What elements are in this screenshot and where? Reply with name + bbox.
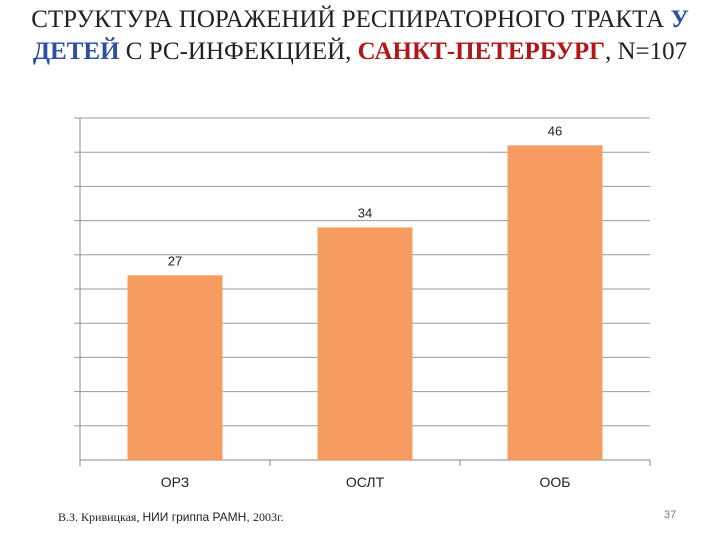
- source-org: НИИ гриппа РАМН,: [142, 510, 253, 524]
- title-part-1: СТРУКТУРА ПОРАЖЕНИЙ РЕСПИРАТОРНОГО ТРАКТ…: [31, 6, 671, 33]
- title-part-2: У ДЕТЕЙ: [32, 6, 689, 65]
- title-part-3: С РС-ИНФЕКЦИЕЙ,: [119, 38, 358, 65]
- slide-title: СТРУКТУРА ПОРАЖЕНИЙ РЕСПИРАТОРНОГО ТРАКТ…: [20, 4, 700, 68]
- data-label-1: 27: [168, 253, 182, 268]
- bar-3: [507, 145, 603, 461]
- bar-2: [317, 227, 413, 460]
- source-author: В.З. Кривицкая,: [58, 510, 143, 524]
- category-label-2: ОСЛТ: [346, 474, 385, 490]
- title-part-5: , N=107: [605, 38, 688, 65]
- source-note: В.З. Кривицкая, НИИ гриппа РАМН, 2003г.: [58, 510, 284, 525]
- data-label-2: 34: [358, 205, 372, 220]
- bar-1: [127, 275, 223, 460]
- title-part-4: САНКТ-ПЕТЕРБУРГ: [357, 38, 605, 65]
- data-labels: 27 34 46: [168, 123, 562, 268]
- bars: [127, 145, 603, 461]
- category-labels: ОРЗ ОСЛТ ООБ: [161, 474, 571, 490]
- category-label-1: ОРЗ: [161, 474, 189, 490]
- page-number: 37: [664, 509, 677, 521]
- data-label-3: 46: [548, 123, 562, 138]
- source-year: 2003г.: [253, 510, 284, 524]
- category-label-3: ООБ: [540, 474, 571, 490]
